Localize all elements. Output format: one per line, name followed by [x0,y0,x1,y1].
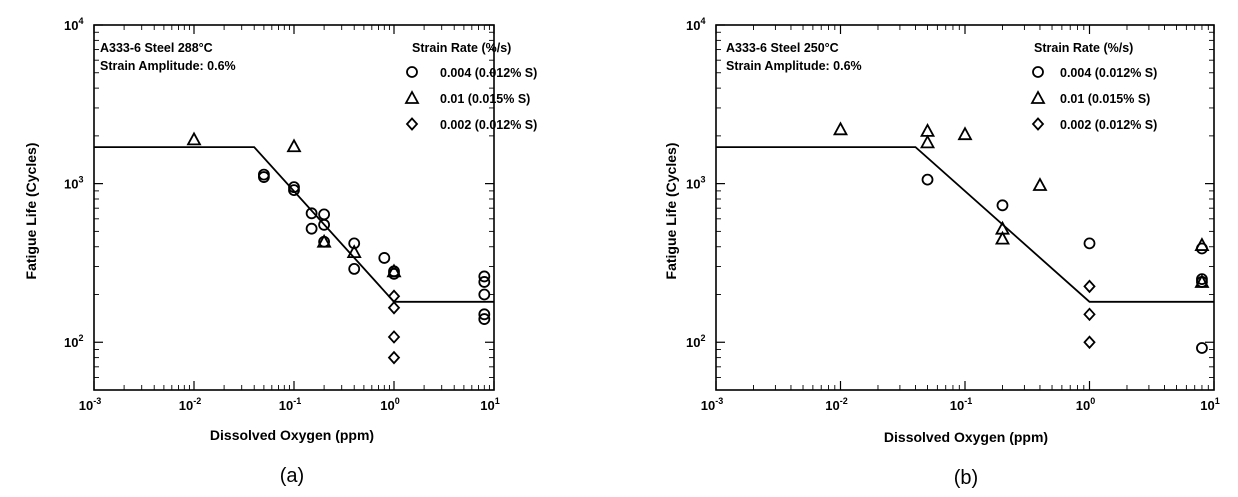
fit-line [716,146,1214,303]
legend-symbol-diamond [405,117,419,131]
data-point-circle [348,237,361,250]
fit-line [94,146,494,303]
data-point-diamond [387,289,401,304]
data-point-circle [1083,237,1096,250]
legend-label-diamond: 0.002 (0.012% S) [440,118,537,132]
data-point-circle [996,199,1009,212]
data-point-triangle [994,230,1010,245]
data-point-circle [1196,342,1208,354]
x-tick-label: 10-3 [79,396,101,413]
data-point-diamond [387,330,401,344]
y-tick-label: 102 [64,333,83,350]
legend-symbol-triangle [1030,90,1046,104]
annotation-amplitude: Strain Amplitude: 0.6% [726,59,862,73]
data-point-circle [348,263,361,275]
data-point-circle [318,218,331,231]
x-tick-label: 10-3 [701,396,723,413]
legend-title: Strain Rate (%/s) [412,41,511,55]
data-point-circle [478,270,491,283]
annotation-material: A333-6 Steel 288°C [100,41,213,55]
y-tick-label: 104 [686,16,705,33]
data-point-triangle [386,263,402,278]
data-point-triangle [920,123,936,137]
y-axis-label: Fatigue Life (Cycles) [23,143,39,280]
plot-area: 10-3 10-2 10-1 100 101 102 103 104 [686,16,1220,413]
data-point-circle [478,288,491,301]
legend-symbol-triangle [404,90,420,104]
data-point-circle [478,276,491,288]
legend-symbol-circle [406,66,418,78]
data-point-circle [921,173,934,186]
plot-area: 10-3 10-2 10-1 100 101 102 103 104 [64,16,500,413]
y-axis-label: Fatigue Life (Cycles) [663,143,679,280]
x-tick-label: 10-1 [950,396,972,413]
data-point-diamond [1083,335,1096,350]
x-tick-label: 101 [480,396,499,413]
x-tick-label: 10-2 [179,396,201,413]
data-point-diamond [1083,307,1096,322]
y-tick-label: 103 [686,175,705,192]
x-tick-label: 10-2 [825,396,847,413]
data-point-triangle [346,244,362,259]
data-point-circle [288,184,300,197]
data-point-circle [305,222,318,235]
data-point-triangle [186,131,202,146]
annotation-amplitude: Strain Amplitude: 0.6% [100,59,236,73]
y-tick-label: 103 [64,175,83,192]
panel-label: (b) [954,467,978,489]
x-axis-label: Dissolved Oxygen (ppm) [210,427,374,443]
legend-label-circle: 0.004 (0.012% S) [1060,66,1157,80]
y-tick-label: 104 [64,16,83,33]
chart-panel-a: Fatigue Life (Cycles) Dissolved Oxygen (… [23,16,537,487]
x-tick-label: 100 [1076,396,1095,413]
data-point-triangle [1194,274,1210,288]
legend-symbol-circle [1032,66,1044,78]
data-point-triangle [1032,177,1048,191]
data-point-triangle [832,121,849,136]
chart-panel-b: Fatigue Life (Cycles) Dissolved Oxygen (… [663,16,1220,489]
data-point-circle [478,308,491,321]
annotation-material: A333-6 Steel 250°C [726,41,839,55]
x-tick-label: 101 [1200,396,1219,413]
x-axis-label: Dissolved Oxygen (ppm) [884,429,1048,445]
panel-label: (a) [280,465,304,487]
plot-frame [93,24,495,391]
legend-label-triangle: 0.01 (0.015% S) [440,92,530,106]
data-point-diamond [387,300,401,315]
legend-label-diamond: 0.002 (0.012% S) [1060,118,1157,132]
data-point-triangle [920,134,936,149]
data-point-triangle [1194,237,1210,251]
data-point-circle [478,313,491,325]
x-tick-label: 100 [380,396,399,413]
data-point-circle [305,207,318,220]
data-point-diamond [1083,279,1096,294]
legend-title: Strain Rate (%/s) [1034,41,1133,55]
legend-label-circle: 0.004 (0.012% S) [440,66,537,80]
x-tick-label: 10-1 [279,396,301,413]
y-tick-label: 102 [686,333,705,350]
legend-label-triangle: 0.01 (0.015% S) [1060,92,1150,106]
data-point-triangle [286,138,302,153]
data-point-triangle [316,233,332,248]
data-point-circle [257,171,270,183]
data-point-diamond [387,350,401,365]
data-point-circle [378,252,391,264]
legend-symbol-diamond [1031,117,1045,131]
data-point-triangle [957,126,973,141]
data-point-circle [318,208,331,221]
